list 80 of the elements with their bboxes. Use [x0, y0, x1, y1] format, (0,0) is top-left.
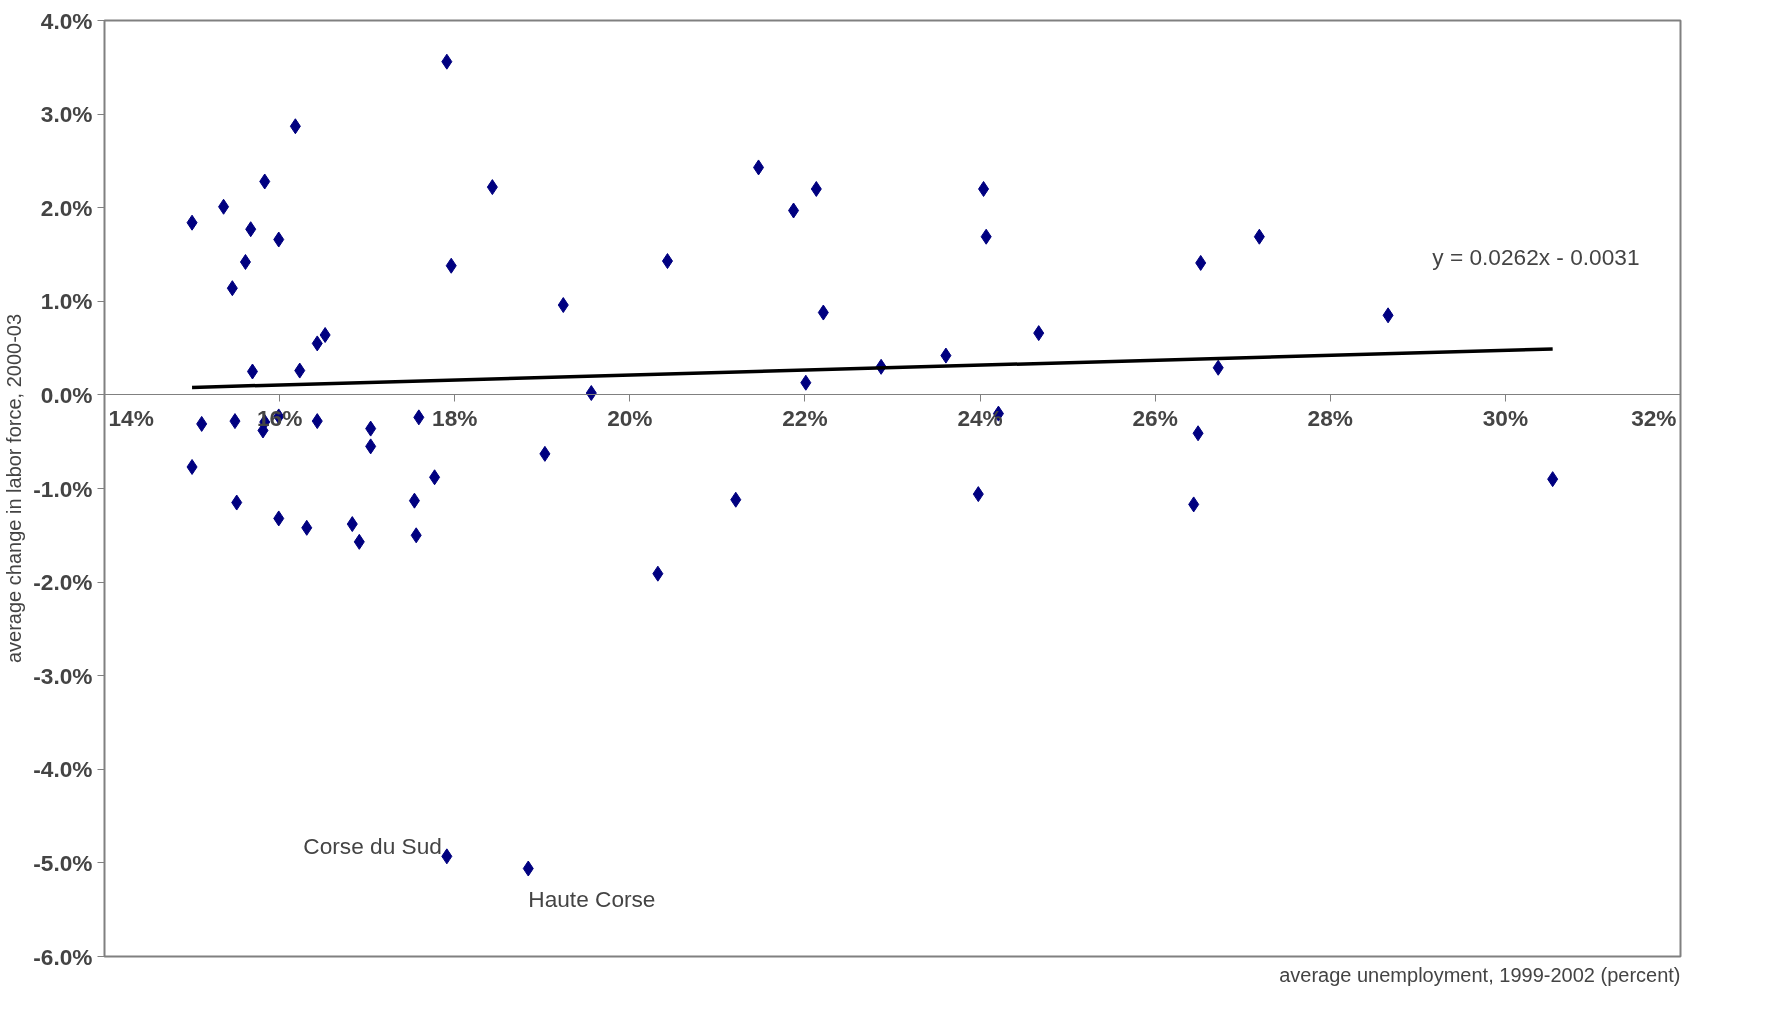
point [539, 445, 551, 462]
point [273, 510, 285, 527]
point [1212, 359, 1224, 376]
point [229, 413, 241, 430]
point [810, 180, 822, 197]
point [1188, 496, 1200, 513]
point [365, 420, 377, 437]
point [661, 253, 673, 270]
point [246, 363, 258, 380]
x-tick-label: 18% [432, 404, 478, 431]
x-tick-label: 30% [1482, 404, 1529, 431]
point [353, 533, 365, 550]
x-tick-label: 24% [957, 404, 1003, 431]
point [1382, 307, 1394, 324]
point [196, 415, 208, 432]
point [817, 304, 829, 321]
y-tick-label: -6.0% [33, 943, 93, 970]
y-tick-label: 3.0% [40, 101, 93, 128]
point [413, 409, 425, 426]
x-tick-label: 26% [1132, 404, 1178, 431]
point [980, 228, 992, 245]
x-tick-label: 32% [1631, 404, 1677, 431]
point [186, 458, 198, 475]
y-tick-label: 2.0% [40, 194, 93, 221]
point [289, 118, 301, 135]
point [445, 257, 457, 274]
point [365, 438, 377, 455]
point [245, 221, 257, 238]
point [585, 385, 597, 402]
point [972, 486, 984, 503]
point [940, 347, 952, 364]
point [429, 469, 441, 486]
y-tick-label: 1.0% [40, 288, 93, 315]
point [441, 848, 453, 865]
point [239, 253, 251, 270]
point [1192, 425, 1204, 442]
x-tick-label: 28% [1307, 404, 1353, 431]
y-axis-title: average change in labor force, 2000-03 [3, 313, 26, 664]
y-tick-label: -1.0% [33, 475, 93, 502]
x-tick-label: 20% [607, 404, 653, 431]
point [441, 53, 453, 70]
point [319, 327, 331, 343]
annotation: Haute Corse [528, 885, 656, 912]
point [486, 179, 498, 196]
point [231, 494, 243, 511]
y-tick-label: 4.0% [40, 7, 93, 34]
y-tick-label: 0.0% [40, 381, 93, 408]
point [788, 202, 800, 219]
x-tick-label: 14% [108, 404, 154, 431]
point [800, 374, 812, 391]
point [1253, 228, 1265, 245]
point [301, 519, 313, 536]
y-tick-label: -3.0% [33, 662, 93, 689]
point [294, 362, 306, 379]
point [522, 860, 534, 877]
y-tick-label: -2.0% [33, 569, 93, 596]
point [1195, 254, 1207, 271]
point [652, 565, 664, 582]
point [259, 173, 271, 190]
x-tick-label: 22% [782, 404, 828, 431]
annotation: y = 0.0262x - 0.0031 [1432, 243, 1640, 270]
point [1547, 471, 1559, 488]
point [557, 297, 569, 314]
point [218, 198, 230, 215]
point [186, 214, 198, 231]
point [311, 335, 323, 352]
point [410, 527, 422, 544]
point [978, 180, 990, 197]
x-axis-title: average unemployment, 1999-2002 (percent) [1279, 963, 1681, 986]
point [311, 413, 323, 430]
point [1033, 325, 1045, 342]
point [730, 491, 742, 508]
point [753, 159, 765, 176]
point [226, 280, 238, 297]
point [346, 516, 358, 533]
y-tick-label: -5.0% [33, 849, 93, 876]
point [408, 492, 420, 509]
annotation: Corse du Sud [303, 833, 442, 860]
y-tick-label: -4.0% [33, 756, 93, 783]
point [273, 231, 285, 248]
